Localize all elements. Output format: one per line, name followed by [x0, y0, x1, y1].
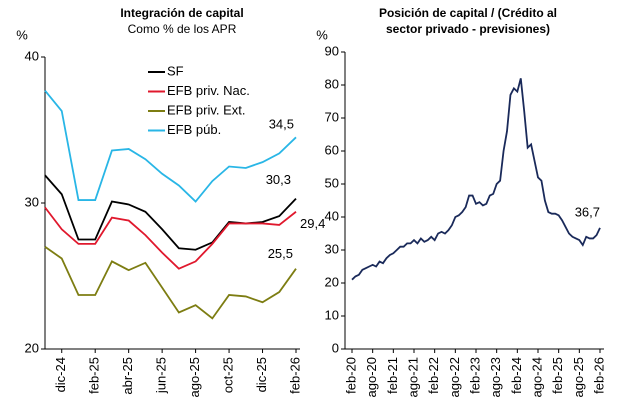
y-tick-label: 20: [25, 340, 39, 355]
series-line: [44, 90, 297, 203]
x-tick-label: ago-24: [529, 357, 544, 397]
x-tick-label: ago-25: [571, 357, 586, 397]
data-label: 36,7: [575, 204, 600, 219]
y-tick-label: 0: [332, 340, 339, 355]
series-line: [44, 246, 297, 320]
legend-label: EFB priv. Ext.: [167, 102, 246, 117]
chart-title: Posición de capital / (Crédito al: [379, 6, 557, 20]
y-tick-label: 20: [325, 274, 339, 289]
y-tick-label: 30: [25, 194, 39, 209]
x-tick-label: dic-24: [53, 357, 68, 392]
x-tick-label: feb-26: [591, 357, 606, 394]
y-axis-label: %: [316, 27, 328, 42]
x-tick-label: feb-26: [287, 357, 302, 394]
legend-label: EFB priv. Nac.: [167, 83, 250, 98]
chart-title: Integración de capital: [120, 6, 243, 20]
x-tick-label: abr-25: [120, 357, 135, 395]
chart-subtitle: Como % de los APR: [128, 22, 237, 36]
data-label: 34,5: [269, 117, 294, 132]
legend-label: EFB púb.: [167, 122, 221, 137]
x-tick-label: feb-24: [509, 357, 524, 394]
y-tick-label: 40: [25, 48, 39, 63]
x-tick-label: feb-22: [426, 357, 441, 394]
x-tick-label: ago-20: [364, 357, 379, 397]
y-tick-label: 30: [325, 241, 339, 256]
data-label: 25,5: [268, 246, 293, 261]
data-label: 29,4: [300, 216, 325, 231]
x-tick-label: feb-21: [385, 357, 400, 394]
x-tick-label: feb-20: [343, 357, 358, 394]
y-tick-label: 90: [325, 43, 339, 58]
legend-label: SF: [167, 63, 184, 78]
x-tick-label: feb-25: [550, 357, 565, 394]
x-tick-label: jun-25: [154, 357, 169, 394]
series-line: [44, 174, 297, 251]
x-tick-label: dic-25: [254, 357, 269, 392]
y-tick-label: 10: [325, 307, 339, 322]
x-tick-label: ago-25: [187, 357, 202, 397]
y-tick-label: 60: [325, 142, 339, 157]
y-tick-label: 80: [325, 76, 339, 91]
y-axis-label: %: [16, 27, 28, 42]
x-tick-label: ago-22: [447, 357, 462, 397]
y-tick-label: 70: [325, 109, 339, 124]
series-line: [351, 78, 601, 281]
x-tick-label: oct-25: [221, 357, 236, 393]
y-tick-label: 40: [325, 208, 339, 223]
chart-title: sector privado - previsiones): [386, 22, 550, 36]
x-tick-label: ago-23: [488, 357, 503, 397]
data-label: 30,3: [266, 172, 291, 187]
series-line: [44, 206, 297, 270]
x-tick-label: feb-23: [467, 357, 482, 394]
x-tick-label: ago-21: [405, 357, 420, 397]
y-tick-label: 50: [325, 175, 339, 190]
x-tick-label: feb-25: [87, 357, 102, 394]
